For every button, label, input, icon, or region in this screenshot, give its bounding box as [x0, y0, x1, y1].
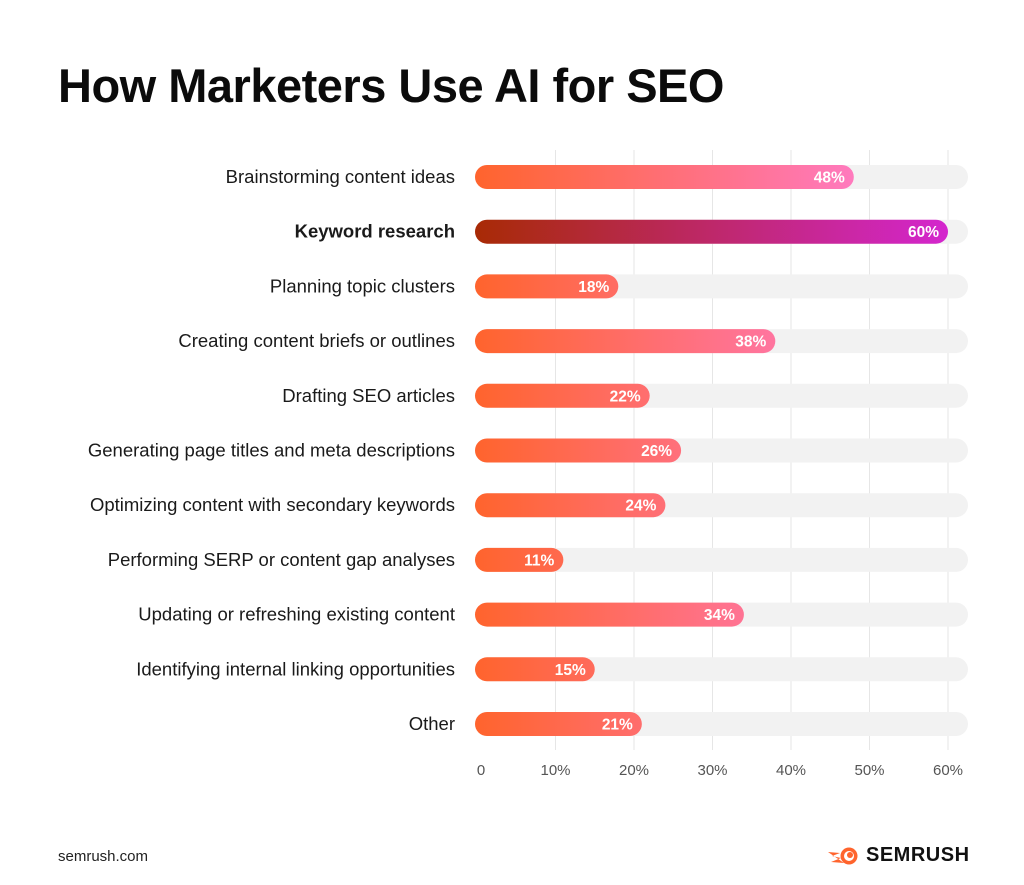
category-label: Other: [409, 713, 455, 734]
bar-row: Creating content briefs or outlines 38%: [178, 329, 968, 354]
category-label: Updating or refreshing existing content: [138, 604, 455, 625]
bar: [475, 329, 776, 354]
bar: [475, 547, 564, 572]
semrush-fireball-icon: [828, 847, 858, 864]
bar-row: Identifying internal linking opportuniti…: [136, 657, 968, 682]
data-label: 21%: [602, 717, 633, 734]
category-label: Optimizing content with secondary keywor…: [90, 494, 455, 515]
x-tick-label: 10%: [540, 762, 570, 779]
category-label: Creating content briefs or outlines: [178, 330, 455, 351]
x-tick-label: 40%: [776, 762, 806, 779]
source-url: semrush.com: [58, 848, 149, 865]
data-label: 60%: [908, 224, 939, 241]
x-tick-label: 30%: [697, 762, 727, 779]
x-tick-label: 20%: [619, 762, 649, 779]
data-label: 38%: [735, 334, 766, 351]
semrush-logo: SEMRUSH: [826, 844, 970, 867]
bar-row: Other 21%: [409, 712, 968, 736]
logo-text: SEMRUSH: [866, 844, 970, 866]
x-axis: 0 10% 20% 30% 40% 50% 60%: [477, 762, 963, 779]
bar: [475, 274, 619, 299]
category-label: Performing SERP or content gap analyses: [108, 549, 455, 570]
bar: [475, 165, 854, 189]
data-label: 24%: [625, 498, 656, 515]
data-label: 26%: [641, 443, 672, 460]
bar: [475, 712, 642, 736]
bar: [475, 438, 682, 463]
chart-title: How Marketers Use AI for SEO: [58, 59, 724, 112]
bar-row: Keyword research 60%: [295, 219, 968, 244]
bar: [475, 602, 744, 627]
bar-row: Optimizing content with secondary keywor…: [90, 493, 968, 518]
bar: [475, 493, 666, 518]
data-label: 22%: [610, 388, 641, 405]
bar-row: Generating page titles and meta descript…: [88, 438, 968, 463]
bar-row: Performing SERP or content gap analyses 1…: [108, 547, 968, 572]
category-label: Identifying internal linking opportuniti…: [136, 658, 455, 679]
category-label: Keyword research: [295, 221, 455, 242]
x-tick-label: 50%: [854, 762, 884, 779]
bar-row: Updating or refreshing existing content 3…: [138, 602, 968, 627]
bar: [475, 219, 948, 244]
data-label: 15%: [555, 662, 586, 679]
category-label: Brainstorming content ideas: [226, 166, 455, 187]
category-label: Generating page titles and meta descript…: [88, 440, 455, 461]
data-label: 11%: [524, 552, 554, 569]
category-label: Drafting SEO articles: [282, 385, 455, 406]
x-tick-label: 60%: [933, 762, 963, 779]
data-label: 48%: [814, 170, 845, 187]
bar-row: Drafting SEO articles 22%: [282, 383, 968, 408]
bar: [475, 657, 595, 682]
x-tick-label: 0: [477, 762, 485, 779]
bar-track: [475, 657, 968, 682]
bar-track: [475, 547, 968, 572]
data-label: 18%: [578, 279, 609, 296]
bar-row: Brainstorming content ideas 48%: [226, 165, 968, 189]
bar-row: Planning topic clusters 18%: [270, 274, 968, 299]
bar: [475, 383, 650, 408]
category-label: Planning topic clusters: [270, 275, 455, 296]
data-label: 34%: [704, 607, 735, 624]
